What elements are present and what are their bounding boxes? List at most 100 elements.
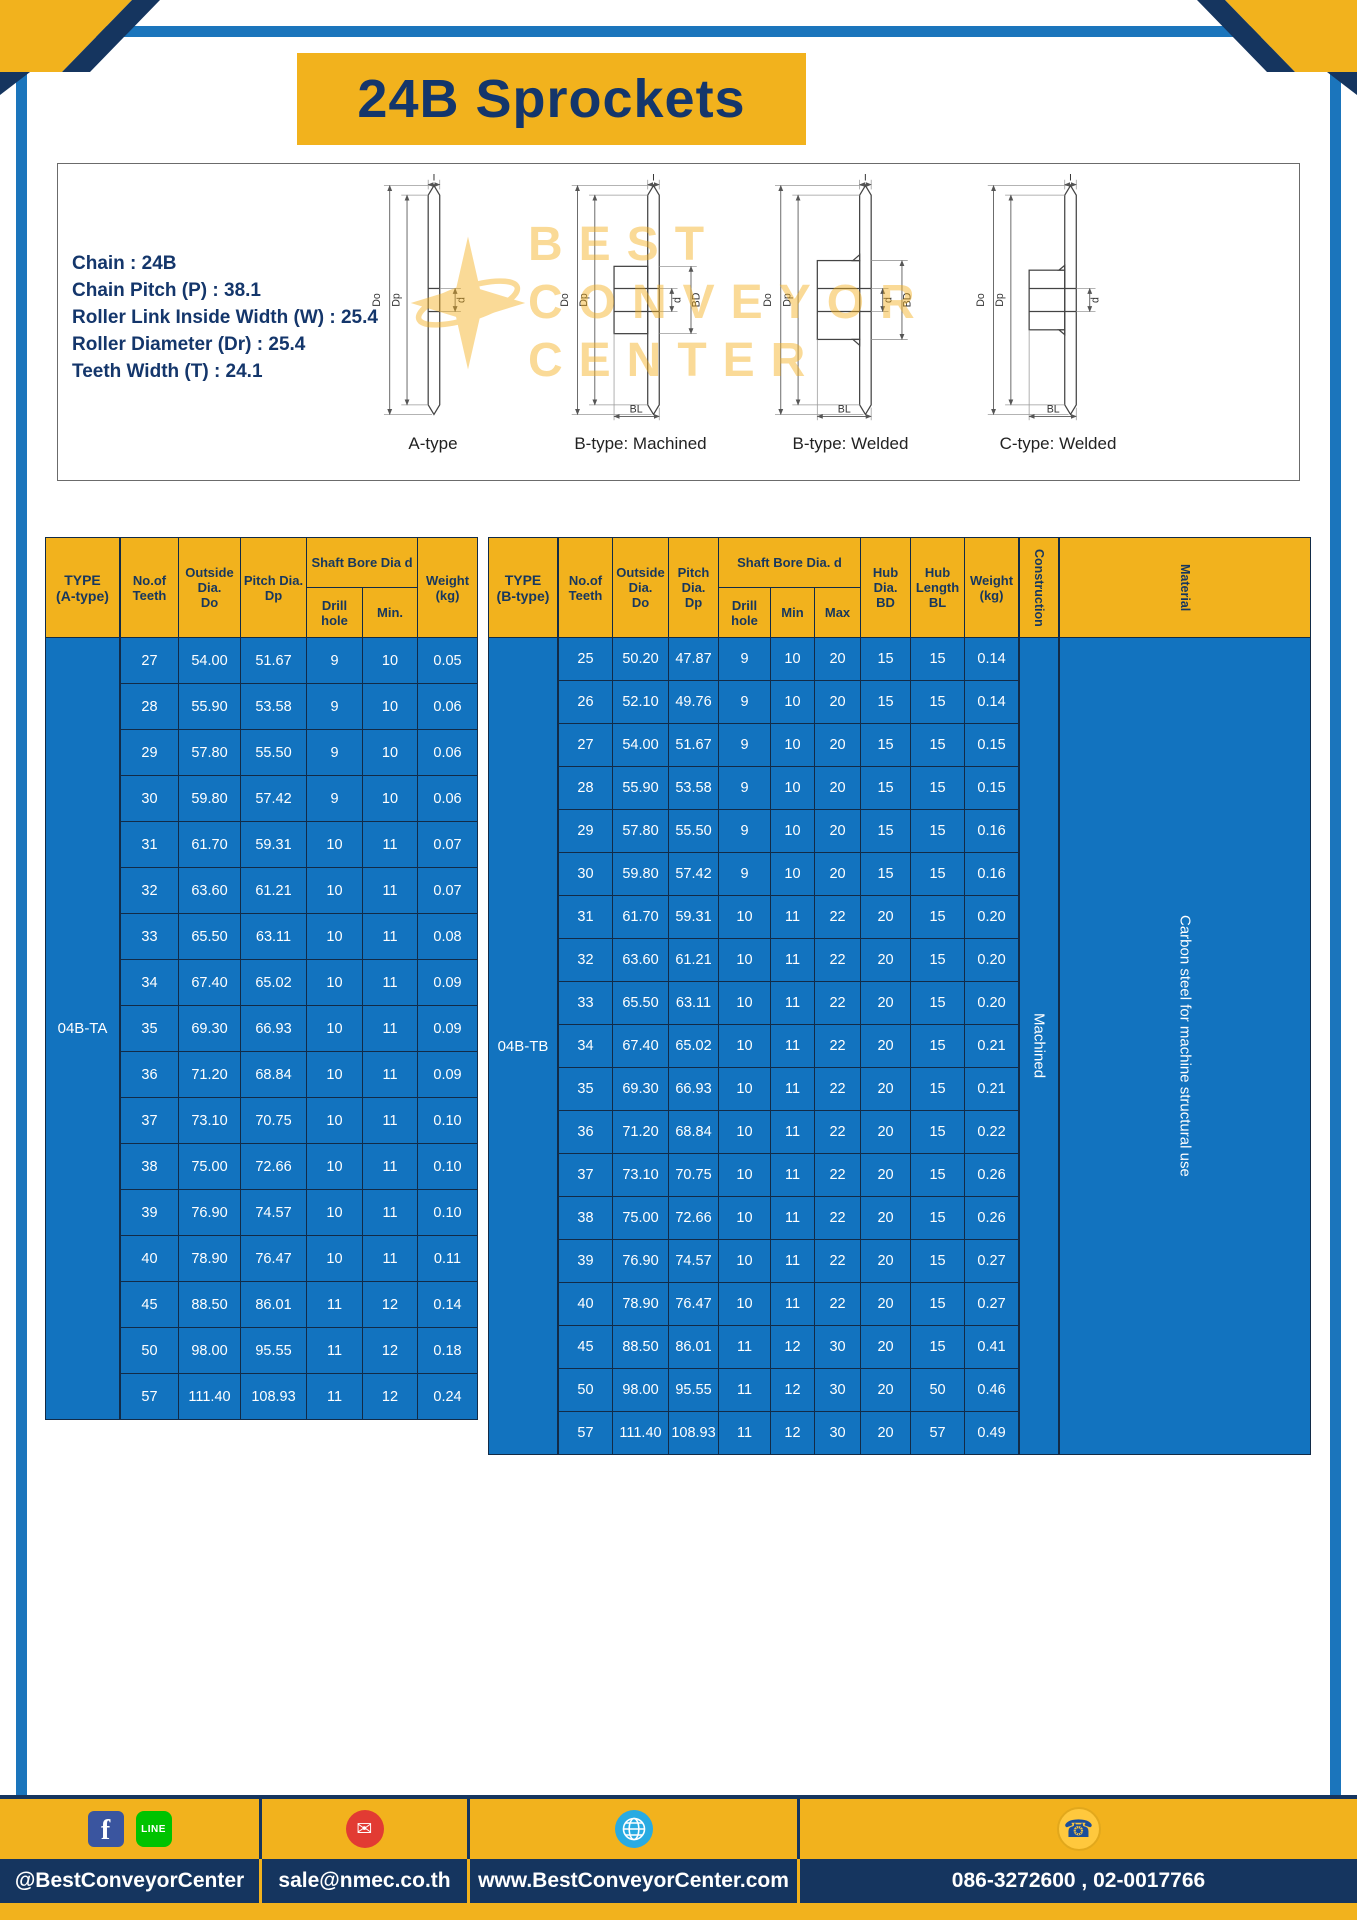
table-cell: 10	[718, 981, 771, 1025]
table-row: 50 98.00 95.55 11 12 30 20 50 0.46	[558, 1368, 1020, 1412]
table-cell: 75.00	[612, 1196, 669, 1240]
table-cell: 0.27	[964, 1282, 1020, 1326]
table-cell: 70.75	[668, 1153, 719, 1197]
table-cell: 38	[558, 1196, 613, 1240]
table-row: 31 61.70 59.31 10 11 22 20 15 0.20	[558, 895, 1020, 939]
table-cell: 36	[120, 1051, 179, 1098]
table-cell: 10	[306, 913, 363, 960]
dim-label-d: d	[671, 297, 683, 303]
mail-icon[interactable]: ✉	[345, 1810, 384, 1848]
table-row: 33 65.50 63.11 10 11 22 20 15 0.20	[558, 981, 1020, 1025]
table-cell: 10	[306, 1005, 363, 1052]
table-row: 33 65.50 63.11 10 11 0.08	[120, 913, 478, 960]
table-cell: 15	[910, 1024, 966, 1068]
table-cell: 65.02	[668, 1024, 719, 1068]
contact-footer: f LINE ✉	[0, 1795, 1357, 1920]
dim-label-dp: Dp	[994, 293, 1006, 307]
material-column: Material Carbon steel for machine struct…	[1059, 537, 1312, 1455]
dim-label-t: T	[650, 174, 657, 184]
table-cell: 20	[860, 1368, 912, 1412]
table-cell: 10	[718, 1024, 771, 1068]
table-row: 32 63.60 61.21 10 11 0.07	[120, 867, 478, 914]
table-cell: 29	[120, 729, 179, 776]
footer-text-row: @BestConveyorCenter sale@nmec.co.th www.…	[0, 1859, 1357, 1903]
social-handle[interactable]: @BestConveyorCenter	[0, 1859, 262, 1903]
table-cell: 53.58	[668, 766, 719, 810]
table-cell: 11	[770, 1024, 815, 1068]
table-cell: 20	[813, 852, 862, 896]
table-cell: 11	[362, 1005, 418, 1052]
material-value: Carbon steel for machine structural use	[1059, 638, 1312, 1455]
table-cell: 11	[362, 867, 418, 914]
table-cell: 39	[558, 1239, 613, 1283]
table-cell: 20	[860, 1153, 912, 1197]
table-cell: 0.09	[417, 1051, 478, 1098]
table-cell: 9	[718, 680, 771, 724]
table-cell: 37	[120, 1097, 179, 1144]
table-cell: 57.42	[240, 775, 307, 822]
table-cell: 63.11	[240, 913, 307, 960]
table-cell: 0.24	[417, 1373, 478, 1420]
table-cell: 30	[558, 852, 613, 896]
col-header-outside-dia: Outside Dia. Do	[612, 537, 669, 638]
table-cell: 15	[910, 1325, 966, 1369]
table-cell: 35	[558, 1067, 613, 1111]
figure-c-type-welded: T Do Dp d BL C-type: Welded	[973, 174, 1143, 454]
table-cell: 11	[770, 938, 815, 982]
table-cell: 30	[813, 1411, 862, 1455]
table-cell: 15	[910, 1239, 966, 1283]
table-cell: 57	[120, 1373, 179, 1420]
table-b-type-column: TYPE (B-type) 04B-TB	[488, 537, 558, 1455]
table-cell: 10	[718, 938, 771, 982]
dim-label-bd: BD	[902, 292, 914, 307]
sprocket-drawing-b-welded-icon: T Do Dp d BD BL	[762, 174, 914, 421]
globe-icon[interactable]	[614, 1810, 653, 1848]
table-cell: 71.20	[612, 1110, 669, 1154]
table-a-grid: No.of Teeth Outside Dia. Do Pitch Dia. D…	[120, 537, 478, 1420]
email-address[interactable]: sale@nmec.co.th	[262, 1859, 470, 1903]
dim-label-do: Do	[559, 293, 571, 307]
table-cell: 33	[558, 981, 613, 1025]
table-cell: 47.87	[668, 637, 719, 681]
facebook-icon[interactable]: f	[87, 1811, 124, 1847]
table-cell: 15	[910, 895, 966, 939]
table-cell: 22	[813, 1067, 862, 1111]
table-cell: 30	[813, 1368, 862, 1412]
col-header-teeth: No.of Teeth	[558, 537, 613, 638]
table-cell: 9	[718, 637, 771, 681]
col-header-material: Material	[1059, 537, 1312, 638]
table-cell: 15	[910, 1153, 966, 1197]
table-cell: 38	[120, 1143, 179, 1190]
col-header-shaft-bore: Shaft Bore Dia d	[306, 537, 418, 588]
table-cell: 0.41	[964, 1325, 1020, 1369]
table-row: 27 54.00 51.67 9 10 0.05	[120, 637, 478, 684]
footer-section-email: ✉	[262, 1799, 470, 1859]
dim-label-bd: BD	[691, 292, 703, 307]
table-cell: 12	[362, 1327, 418, 1374]
table-cell: 0.20	[964, 938, 1020, 982]
table-row: 39 76.90 74.57 10 11 22 20 15 0.27	[558, 1239, 1020, 1283]
table-cell: 54.00	[612, 723, 669, 767]
line-icon[interactable]: LINE	[135, 1811, 172, 1847]
table-cell: 10	[770, 723, 815, 767]
table-cell: 0.07	[417, 821, 478, 868]
table-cell: 26	[558, 680, 613, 724]
table-cell: 20	[860, 981, 912, 1025]
col-header-min: Min.	[362, 587, 418, 638]
table-cell: 75.00	[178, 1143, 241, 1190]
table-a-type-header: TYPE (A-type)	[45, 537, 120, 638]
table-cell: 111.40	[612, 1411, 669, 1455]
table-cell: 22	[813, 1024, 862, 1068]
table-row: 35 69.30 66.93 10 11 22 20 15 0.21	[558, 1067, 1020, 1111]
col-header-outside-dia: Outside Dia. Do	[178, 537, 241, 638]
table-row: 38 75.00 72.66 10 11 22 20 15 0.26	[558, 1196, 1020, 1240]
table-cell: 54.00	[178, 637, 241, 684]
table-cell: 0.10	[417, 1143, 478, 1190]
diagram-panel: Chain : 24B Chain Pitch (P) : 38.1 Rolle…	[57, 163, 1300, 481]
table-cell: 11	[770, 1239, 815, 1283]
table-row: 36 71.20 68.84 10 11 0.09	[120, 1051, 478, 1098]
phone-icon[interactable]: ☎	[1056, 1807, 1101, 1851]
website-url[interactable]: www.BestConveyorCenter.com	[470, 1859, 800, 1903]
table-cell: 10	[306, 867, 363, 914]
table-cell: 95.55	[668, 1368, 719, 1412]
